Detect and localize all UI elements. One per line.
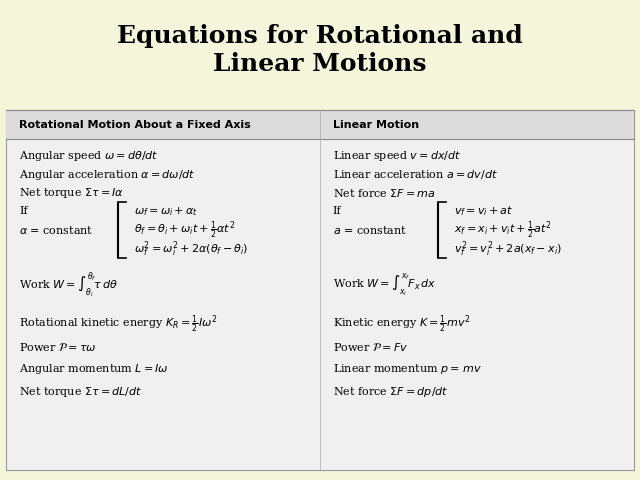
Text: $\theta_f = \theta_i + \omega_i t + \frac{1}{2}\alpha t^2$: $\theta_f = \theta_i + \omega_i t + \fra… (134, 220, 236, 241)
Text: $\omega_f = \omega_i + \alpha_t$: $\omega_f = \omega_i + \alpha_t$ (134, 205, 198, 217)
Text: Net force $\Sigma F = ma$: Net force $\Sigma F = ma$ (333, 187, 436, 200)
Text: Power $\mathcal{P} = Fv$: Power $\mathcal{P} = Fv$ (333, 341, 408, 352)
Text: Net torque $\Sigma\tau = I\alpha$: Net torque $\Sigma\tau = I\alpha$ (19, 186, 124, 201)
Text: $v_f = v_i + at$: $v_f = v_i + at$ (454, 204, 514, 218)
Text: $x_f = x_i + v_i t + \frac{1}{2}at^2$: $x_f = x_i + v_i t + \frac{1}{2}at^2$ (454, 220, 552, 241)
Text: Equations for Rotational and
Linear Motions: Equations for Rotational and Linear Moti… (117, 24, 523, 76)
Text: Linear momentum $p =\, mv$: Linear momentum $p =\, mv$ (333, 362, 483, 376)
Text: Kinetic energy $K = \frac{1}{2}mv^2$: Kinetic energy $K = \frac{1}{2}mv^2$ (333, 313, 470, 335)
Text: Angular speed $\omega = d\theta/dt$: Angular speed $\omega = d\theta/dt$ (19, 149, 159, 163)
Text: If: If (333, 206, 341, 216)
Text: If: If (19, 206, 28, 216)
Text: Linear Motion: Linear Motion (333, 120, 419, 130)
Text: $\omega_f^2 = \omega_i^2 + 2\alpha(\theta_f - \theta_i)$: $\omega_f^2 = \omega_i^2 + 2\alpha(\thet… (134, 240, 249, 259)
Text: Net force $\Sigma F = dp/dt$: Net force $\Sigma F = dp/dt$ (333, 384, 449, 399)
Text: Work $W = \int_{\theta_i}^{\theta_f} \tau\, d\theta$: Work $W = \int_{\theta_i}^{\theta_f} \ta… (19, 271, 118, 300)
FancyBboxPatch shape (6, 110, 634, 470)
Text: Angular momentum $L = I\omega$: Angular momentum $L = I\omega$ (19, 362, 169, 376)
Text: Angular acceleration $\alpha = d\omega/dt$: Angular acceleration $\alpha = d\omega/d… (19, 168, 196, 182)
Text: Work $W = \int_{x_i}^{x_f} F_x\, dx$: Work $W = \int_{x_i}^{x_f} F_x\, dx$ (333, 272, 436, 299)
Text: $\alpha$ = constant: $\alpha$ = constant (19, 224, 93, 236)
Text: Linear acceleration $a = dv/dt$: Linear acceleration $a = dv/dt$ (333, 168, 498, 181)
Text: Power $\mathcal{P} = \tau\omega$: Power $\mathcal{P} = \tau\omega$ (19, 341, 97, 352)
Text: Net torque $\Sigma\tau = dL/dt$: Net torque $\Sigma\tau = dL/dt$ (19, 384, 143, 399)
Text: Rotational Motion About a Fixed Axis: Rotational Motion About a Fixed Axis (19, 120, 251, 130)
Text: Linear speed $v = dx/dt$: Linear speed $v = dx/dt$ (333, 149, 461, 163)
Text: $v_f^2 = v_i^2 + 2a(x_f - x_i)$: $v_f^2 = v_i^2 + 2a(x_f - x_i)$ (454, 240, 563, 259)
FancyBboxPatch shape (6, 110, 634, 139)
Text: Rotational kinetic energy $K_R = \frac{1}{2}I\omega^2$: Rotational kinetic energy $K_R = \frac{1… (19, 313, 218, 335)
Text: $a$ = constant: $a$ = constant (333, 224, 406, 236)
